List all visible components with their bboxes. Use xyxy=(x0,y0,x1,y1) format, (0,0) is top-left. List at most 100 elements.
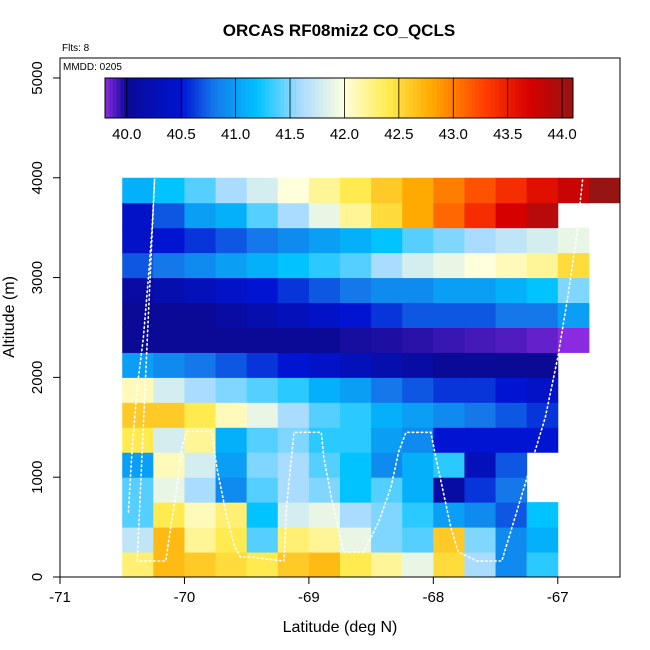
heatmap-cell xyxy=(215,327,248,353)
heatmap-cell xyxy=(153,502,185,528)
heatmap-cell xyxy=(526,427,559,453)
heatmap-cell xyxy=(371,227,403,254)
colorbar-swatch xyxy=(151,78,157,118)
heatmap-cell xyxy=(464,177,497,204)
heatmap-cell xyxy=(153,277,185,304)
heatmap-cell xyxy=(495,352,528,378)
heatmap-cell xyxy=(277,202,310,229)
colorbar-tick-label: 40.0 xyxy=(112,126,141,143)
heatmap-cell xyxy=(464,277,497,304)
heatmap-cell xyxy=(277,452,310,478)
heatmap-cell xyxy=(184,252,217,279)
colorbar-swatch xyxy=(405,78,410,118)
heatmap-cell xyxy=(184,327,217,353)
heatmap-cell xyxy=(215,402,248,428)
heatmap-cell xyxy=(526,402,559,428)
heatmap-cell xyxy=(433,552,465,578)
heatmap-cell xyxy=(526,352,559,378)
heatmap-cell xyxy=(371,202,403,229)
colorbar-swatch xyxy=(237,78,242,118)
colorbar-swatch xyxy=(307,78,313,118)
heatmap-cell xyxy=(371,402,403,428)
colorbar-swatch xyxy=(545,78,550,118)
heatmap-cell xyxy=(246,452,279,478)
colorbar-swatch xyxy=(327,78,332,118)
colorbar-swatch xyxy=(479,78,484,118)
heatmap-cell xyxy=(557,227,590,254)
heatmap-cell xyxy=(433,502,465,528)
x-axis-label: Latitude (deg N) xyxy=(283,619,398,636)
heatmap-cell xyxy=(246,377,279,403)
colorbar-swatch xyxy=(428,78,433,118)
heatmap-cell xyxy=(371,252,403,279)
colorbar-swatch xyxy=(108,78,114,118)
heatmap-cell xyxy=(308,527,341,553)
colorbar-swatch xyxy=(459,78,465,118)
heatmap-cell xyxy=(122,502,154,528)
colorbar-swatch xyxy=(374,78,379,118)
heatmap-cell xyxy=(215,352,248,378)
heatmap-cell xyxy=(308,477,341,503)
heatmap-cell xyxy=(184,402,217,428)
heatmap-cell xyxy=(308,427,341,453)
heatmap-cell xyxy=(246,277,279,304)
colorbar-tick-label: 41.5 xyxy=(275,126,304,143)
colorbar-swatch xyxy=(175,78,180,118)
heatmap-cell xyxy=(464,202,497,229)
heatmap-cell xyxy=(340,177,372,204)
heatmap-cell xyxy=(340,527,372,553)
heatmap-cell xyxy=(433,277,465,304)
heatmap-cell xyxy=(184,502,217,528)
heatmap-cell xyxy=(495,527,528,553)
heatmap-cell xyxy=(495,402,528,428)
colorbar-swatch xyxy=(495,78,500,118)
heatmap-cell xyxy=(371,177,403,204)
x-tick-label: -69 xyxy=(298,589,320,606)
colorbar-swatch xyxy=(319,78,324,118)
colorbar-swatch xyxy=(331,78,336,118)
colorbar-swatch xyxy=(300,78,305,118)
heatmap-cell xyxy=(402,502,434,528)
heatmap-cell xyxy=(402,352,434,378)
heatmap-cell xyxy=(526,227,559,254)
heatmap-cell xyxy=(340,477,372,503)
heatmap-cell xyxy=(184,477,217,503)
colorbar-swatch xyxy=(159,78,164,118)
heatmap-cell xyxy=(184,302,217,328)
heatmap-cell xyxy=(495,477,528,503)
colorbar-swatch xyxy=(261,78,266,118)
heatmap-cell xyxy=(402,452,434,478)
heatmap-cell xyxy=(433,452,465,478)
colorbar-swatch xyxy=(276,78,281,118)
heatmap-cell xyxy=(526,202,559,229)
colorbar-swatch xyxy=(366,78,371,118)
colorbar-tick-label: 44.0 xyxy=(548,126,577,143)
heatmap-cell xyxy=(464,302,497,328)
heatmap-cell xyxy=(340,502,372,528)
colorbar-swatch xyxy=(413,78,418,118)
colorbar-swatch xyxy=(210,78,215,118)
heatmap-cell xyxy=(277,177,310,204)
heatmap-cell xyxy=(495,277,528,304)
heatmap-cell xyxy=(246,302,279,328)
heatmap-cell xyxy=(433,177,465,204)
colorbar-swatch xyxy=(311,78,316,118)
heatmap-cell xyxy=(340,327,372,353)
heatmap-cell xyxy=(495,302,528,328)
heatmap-cell xyxy=(464,252,497,279)
colorbar-swatch xyxy=(420,78,426,118)
colorbar-swatch xyxy=(222,78,227,118)
colorbar-swatch xyxy=(565,78,570,118)
heatmap-cell xyxy=(340,202,372,229)
heatmap-cell xyxy=(340,452,372,478)
flights-label: Flts: 8 xyxy=(62,43,90,54)
colorbar-swatch xyxy=(346,78,352,118)
colorbar-swatch xyxy=(132,78,137,118)
heatmap-cell xyxy=(246,227,279,254)
heatmap-cells xyxy=(122,177,621,578)
heatmap-cell xyxy=(464,427,497,453)
heatmap-cell xyxy=(433,477,465,503)
colorbar-swatch xyxy=(557,78,562,118)
colorbar-swatch xyxy=(378,78,383,118)
heatmap-cell xyxy=(277,352,310,378)
